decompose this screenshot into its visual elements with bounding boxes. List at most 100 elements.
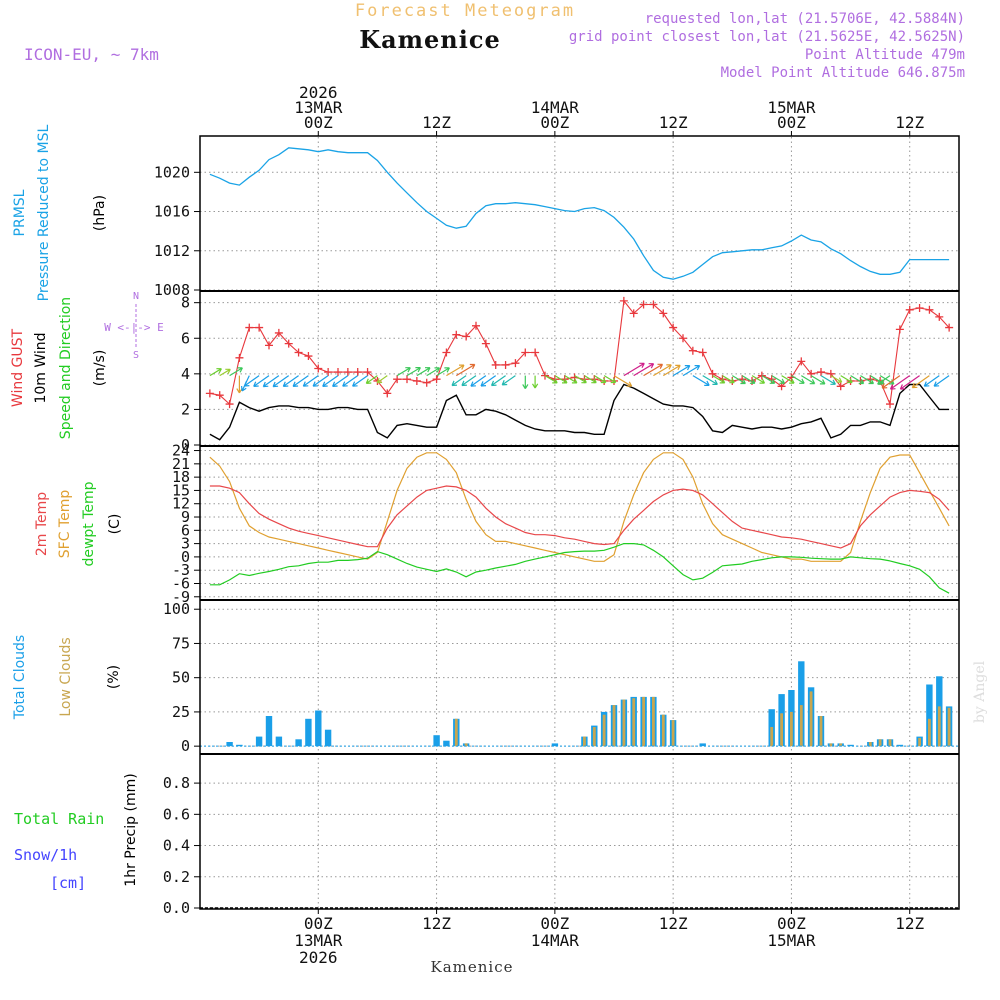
sfc-temp-label: SFC Temp	[57, 490, 73, 559]
gust-marker	[669, 323, 678, 332]
wind-direction-arrow	[322, 375, 339, 387]
gust-marker	[797, 357, 806, 366]
gust-marker	[343, 368, 352, 377]
gust-marker	[265, 341, 273, 350]
gust-marker	[629, 309, 638, 318]
time-label-bottom: 12Z	[659, 914, 688, 933]
gust-marker	[353, 368, 362, 377]
wind-direction-arrow	[672, 365, 691, 377]
speed-direction-label: Speed and Direction	[58, 297, 74, 439]
prmsl-long-label: Pressure Reduced to MSL	[36, 124, 52, 301]
y-tick-label: 3	[181, 535, 190, 553]
wind-direction-arrow	[451, 375, 467, 387]
y-tick-label: 6	[181, 329, 190, 347]
wind-direction-arrow	[564, 375, 578, 384]
model-label: ICON-EU, ~ 7km	[24, 45, 159, 64]
y-tick-label: 0.8	[163, 774, 190, 792]
wind-direction-arrow	[702, 375, 718, 385]
wind-direction-arrow	[899, 375, 920, 390]
time-label-bottom: 12Z	[895, 914, 924, 933]
grid-layer	[200, 137, 959, 909]
t2m-label: 2m Temp	[34, 492, 50, 556]
gust-marker	[393, 375, 402, 384]
gust-marker	[649, 300, 658, 309]
gust-marker	[235, 353, 244, 362]
y-tick-label: 1020	[154, 163, 190, 181]
gust-marker	[334, 368, 342, 377]
wind-direction-arrow	[446, 364, 465, 377]
wind-direction-arrow	[272, 375, 290, 388]
model-altitude: Model Point Altitude 646.875m	[721, 65, 965, 81]
time-label-bottom: 00Z	[540, 914, 569, 933]
wind-direction-arrow	[741, 375, 756, 384]
gust-marker	[501, 360, 510, 369]
snow-unit: [cm]	[50, 874, 86, 892]
y-tick-label: 0	[181, 436, 190, 454]
gust-marker	[826, 369, 835, 378]
y-tick-label: 0.4	[163, 837, 190, 855]
low-cloud-bar	[809, 691, 813, 747]
wind-direction-arrow	[531, 375, 539, 389]
wind-direction-arrow	[490, 375, 506, 387]
snow-label: Snow/1h	[14, 846, 77, 864]
gust-marker	[324, 368, 333, 377]
gust-marker	[935, 312, 944, 321]
low-cloud-bar	[799, 705, 803, 747]
gust-marker	[491, 360, 500, 369]
total-cloud-bar	[265, 716, 273, 747]
y-tick-label: 0	[181, 737, 190, 755]
time-label-bottom: 00Z	[777, 914, 806, 933]
gust-marker	[659, 309, 668, 318]
dewpt-line	[209, 542, 950, 594]
wind-direction-arrow	[544, 375, 558, 384]
time-label-top: 15MAR	[767, 98, 816, 117]
time-label-bottom: 2026	[299, 948, 338, 967]
y-tick-label: 9	[181, 508, 190, 526]
app-title: Forecast Meteogram	[355, 1, 575, 21]
gust-line	[209, 299, 950, 407]
y-tick-label: -9	[172, 588, 190, 606]
total-cloud-bar	[255, 736, 263, 747]
wind-direction-arrow	[584, 375, 597, 384]
wind-direction-arrow	[352, 375, 368, 387]
total-cloud-bar	[295, 739, 302, 747]
y-tick-label: 2	[181, 400, 190, 418]
wind-direction-arrow	[751, 375, 766, 384]
wind-direction-arrow	[282, 375, 299, 387]
wind-direction-arrow	[253, 375, 270, 387]
wind-direction-arrow	[820, 375, 836, 385]
gust-label: Wind GUST	[10, 328, 26, 407]
low-cloud-bar	[612, 705, 616, 747]
gust-marker	[925, 305, 934, 314]
gust-marker	[531, 348, 540, 357]
wind-direction-arrow	[461, 375, 477, 387]
y-tick-label: 25	[172, 703, 190, 721]
gust-marker	[639, 300, 648, 309]
wind-direction-arrow	[332, 375, 349, 387]
gust-marker	[886, 400, 894, 409]
gust-marker	[511, 359, 520, 368]
time-label-top: 12Z	[895, 113, 924, 132]
total-cloud-bar	[551, 743, 559, 747]
gust-marker	[679, 334, 687, 343]
wind-direction-arrow	[761, 375, 776, 384]
total-cloud-bar	[433, 735, 440, 747]
low-cloud-bar	[790, 711, 793, 747]
time-label-top: 00Z	[304, 113, 333, 132]
wind-direction-arrow	[662, 364, 681, 377]
wind-direction-arrow	[879, 375, 895, 385]
wind-speed-line	[209, 383, 950, 441]
wind-direction-arrow	[593, 375, 607, 384]
gust-marker	[481, 339, 490, 348]
low-cloud-bar	[592, 727, 596, 747]
prmsl-label: PRMSL	[12, 189, 28, 236]
precip-axis-label: 1hr Precip (mm)	[123, 773, 139, 886]
low-cloud-bar	[888, 739, 892, 747]
gust-marker	[521, 348, 530, 357]
low-cloud-bar	[770, 727, 774, 747]
gust-marker	[412, 376, 421, 385]
low-cloud-bar	[947, 707, 951, 747]
time-label-top: 00Z	[540, 113, 569, 132]
low-cloud-bar	[868, 742, 872, 747]
time-label-top: 00Z	[777, 113, 806, 132]
